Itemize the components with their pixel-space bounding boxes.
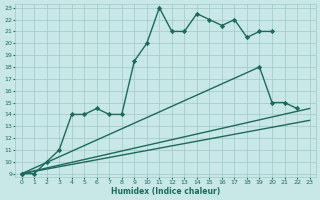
X-axis label: Humidex (Indice chaleur): Humidex (Indice chaleur) xyxy=(111,187,220,196)
